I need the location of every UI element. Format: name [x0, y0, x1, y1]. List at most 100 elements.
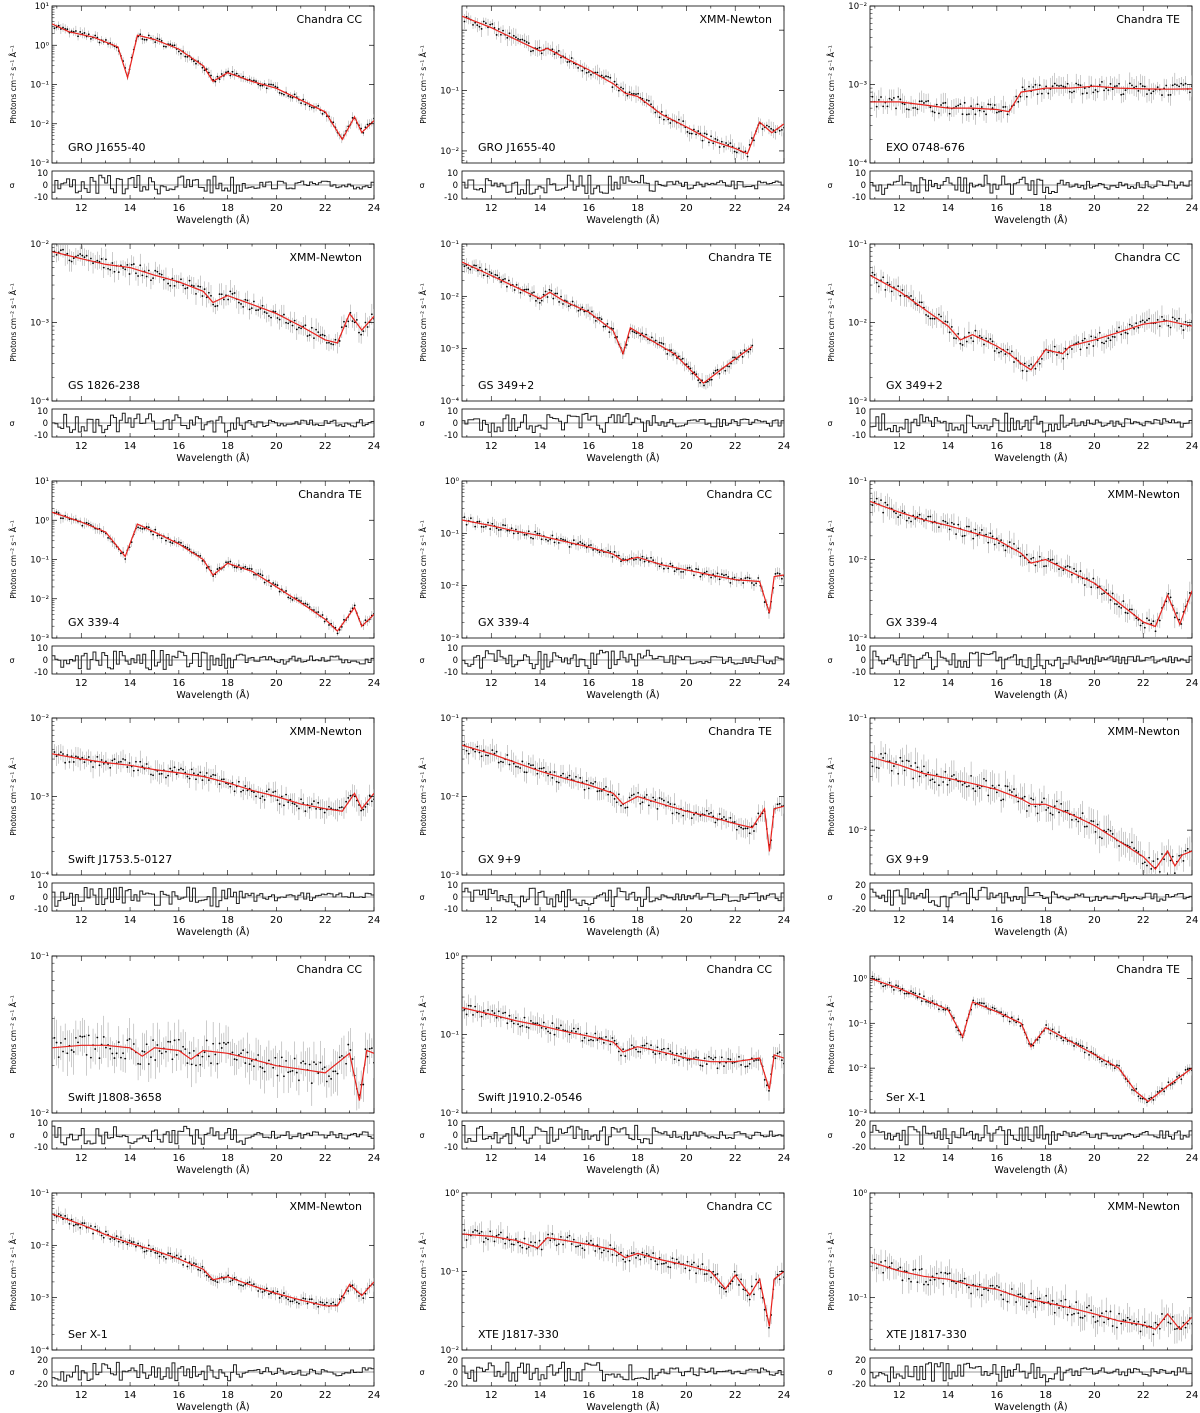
data-point — [1171, 855, 1174, 858]
data-point — [972, 787, 975, 790]
data-point — [474, 21, 477, 24]
data-point — [96, 259, 99, 262]
data-point — [899, 294, 902, 297]
data-point — [508, 32, 511, 35]
data-point — [298, 807, 300, 810]
residual-axis-label: σ — [827, 181, 832, 190]
data-point — [1040, 357, 1043, 360]
data-point — [1103, 592, 1105, 595]
data-point — [120, 552, 122, 555]
x-tick-label: 14 — [942, 203, 955, 214]
data-point — [325, 618, 328, 620]
data-point — [778, 572, 781, 575]
source-label: GX 349+2 — [886, 379, 943, 392]
data-point — [1111, 335, 1114, 338]
data-point — [360, 333, 363, 336]
data-point — [738, 825, 740, 828]
data-point — [965, 525, 968, 528]
data-point — [240, 568, 242, 570]
data-point — [667, 118, 670, 121]
y-tick-label: 10⁰ — [35, 516, 50, 526]
data-point — [587, 309, 589, 312]
data-point — [993, 350, 996, 352]
data-point — [622, 558, 625, 560]
data-point — [180, 541, 182, 544]
data-point — [877, 767, 880, 770]
data-point — [484, 754, 487, 757]
data-point — [72, 257, 75, 260]
data-point — [169, 284, 172, 287]
data-point — [53, 751, 56, 753]
data-point — [280, 92, 283, 95]
data-point — [242, 1049, 245, 1052]
data-point — [310, 106, 313, 109]
data-point — [68, 761, 71, 763]
data-point — [313, 106, 315, 109]
data-point — [1139, 624, 1142, 627]
data-point — [158, 1050, 161, 1052]
data-point — [214, 774, 217, 777]
data-point — [645, 99, 648, 101]
data-point — [107, 267, 109, 270]
data-point — [1070, 818, 1073, 821]
data-point — [1002, 544, 1005, 547]
data-point — [877, 285, 880, 288]
data-point — [1032, 556, 1035, 559]
x-tick-label: 18 — [1039, 441, 1052, 452]
data-point — [107, 763, 109, 765]
data-point — [880, 499, 882, 502]
data-point — [538, 46, 541, 49]
data-point — [482, 749, 485, 752]
x-tick-label: 12 — [485, 915, 498, 926]
data-point — [368, 794, 371, 797]
y-tick-label: 10⁻² — [848, 556, 867, 566]
data-point — [137, 526, 139, 529]
data-point — [1135, 617, 1138, 620]
data-point — [220, 1047, 223, 1049]
data-point — [370, 313, 373, 316]
data-point — [139, 1063, 142, 1066]
data-point — [216, 1062, 219, 1065]
data-point — [888, 760, 891, 763]
data-point — [720, 817, 723, 820]
data-point — [255, 795, 257, 798]
data-point — [484, 268, 487, 271]
data-point — [519, 38, 522, 41]
data-point — [523, 39, 526, 42]
data-point — [681, 357, 684, 360]
data-point — [567, 305, 570, 308]
data-point — [515, 528, 517, 531]
data-point — [547, 774, 549, 777]
y-tick-label: 10⁻² — [440, 147, 459, 157]
data-point — [1075, 570, 1078, 573]
data-point — [718, 813, 721, 815]
data-point — [265, 87, 268, 90]
data-point — [1139, 82, 1142, 85]
source-label: GX 9+9 — [478, 853, 521, 866]
data-point — [317, 801, 320, 804]
x-tick-label: 24 — [368, 441, 381, 452]
data-point — [1077, 83, 1080, 86]
x-tick-label: 18 — [221, 441, 234, 452]
data-point — [79, 253, 82, 255]
data-point — [989, 103, 992, 106]
data-point — [525, 41, 528, 43]
data-point — [710, 576, 712, 579]
data-point — [1116, 330, 1118, 333]
residual-step — [52, 650, 374, 671]
data-point — [328, 805, 330, 808]
data-point — [347, 320, 350, 323]
data-point — [968, 525, 970, 528]
x-tick-label: 20 — [1088, 203, 1101, 214]
data-point — [72, 761, 75, 763]
data-point — [1038, 362, 1041, 365]
residual-step — [52, 412, 374, 434]
data-point — [974, 113, 977, 116]
data-point — [1079, 570, 1082, 572]
data-point — [660, 342, 663, 344]
data-point — [135, 272, 137, 275]
data-point — [340, 326, 343, 329]
data-point — [606, 322, 609, 325]
residual-tick-label: 0 — [453, 419, 458, 429]
data-point — [160, 537, 163, 540]
